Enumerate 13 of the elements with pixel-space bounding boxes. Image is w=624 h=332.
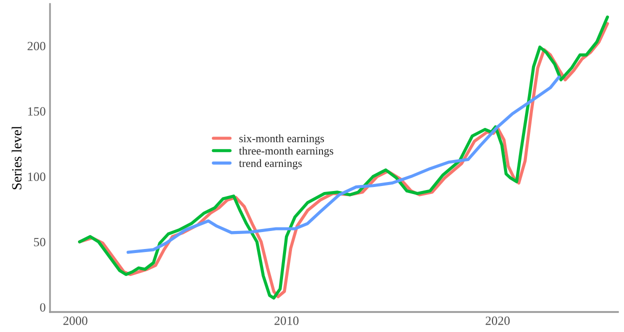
x-tick-label: 2000 bbox=[63, 316, 88, 325]
y-tick-label: 50 bbox=[34, 238, 46, 246]
legend-label: six-month earnings bbox=[239, 134, 324, 145]
y-axis-title: Series level bbox=[12, 126, 22, 190]
y-tick-label: 200 bbox=[28, 42, 46, 50]
legend-label: three-month earnings bbox=[239, 146, 334, 157]
x-tick-label: 2020 bbox=[486, 316, 510, 325]
y-tick-label: 100 bbox=[28, 172, 46, 181]
y-tick-label: 0 bbox=[40, 303, 46, 312]
x-tick-label: 2010 bbox=[274, 316, 299, 325]
line-series bbox=[126, 76, 560, 254]
y-tick-label: 150 bbox=[28, 107, 46, 116]
legend-label: trend earnings bbox=[239, 159, 302, 170]
